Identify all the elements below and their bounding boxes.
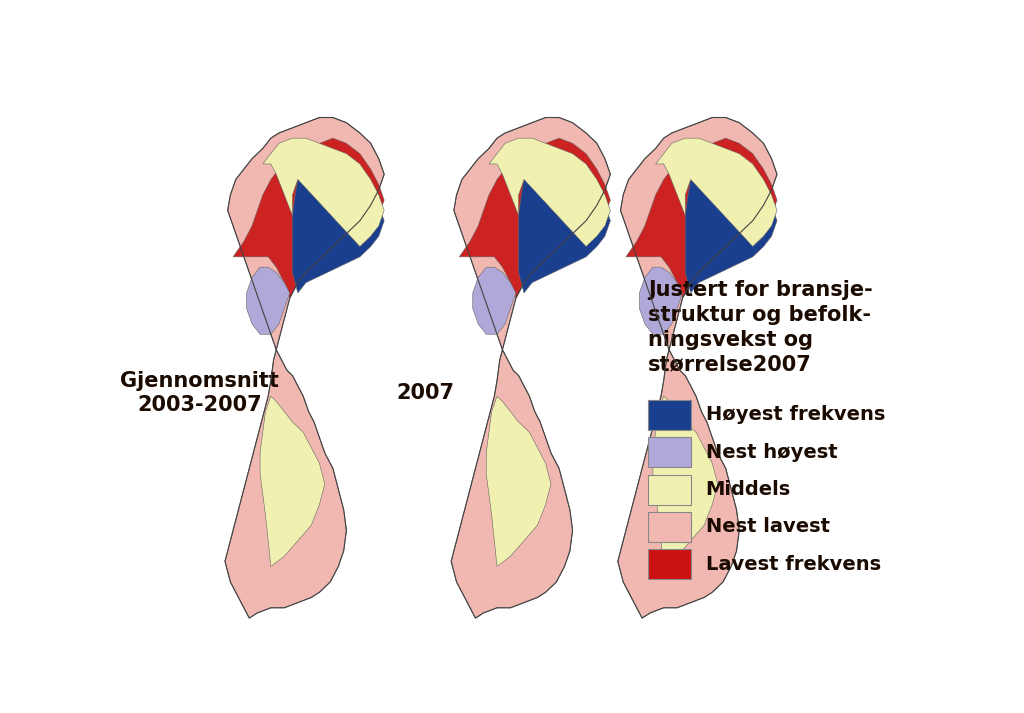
Polygon shape bbox=[260, 396, 325, 567]
Text: 2007: 2007 bbox=[396, 383, 455, 403]
Polygon shape bbox=[653, 396, 718, 567]
Polygon shape bbox=[626, 138, 777, 298]
Polygon shape bbox=[486, 396, 551, 567]
FancyBboxPatch shape bbox=[648, 549, 691, 580]
Polygon shape bbox=[225, 118, 384, 618]
Polygon shape bbox=[655, 138, 777, 247]
FancyBboxPatch shape bbox=[648, 437, 691, 468]
Text: Nest lavest: Nest lavest bbox=[706, 518, 829, 536]
FancyBboxPatch shape bbox=[648, 512, 691, 542]
Text: Lavest frekvens: Lavest frekvens bbox=[706, 555, 881, 574]
Polygon shape bbox=[488, 138, 610, 247]
Text: Høyest frekvens: Høyest frekvens bbox=[706, 406, 885, 424]
Text: Middels: Middels bbox=[706, 480, 791, 499]
Text: Nest høyest: Nest høyest bbox=[706, 443, 838, 462]
Polygon shape bbox=[459, 138, 610, 298]
Polygon shape bbox=[452, 118, 610, 618]
Polygon shape bbox=[518, 159, 610, 293]
Polygon shape bbox=[247, 267, 290, 334]
Polygon shape bbox=[617, 118, 777, 618]
Polygon shape bbox=[263, 138, 384, 247]
Text: Justert for bransje-
struktur og befolk-
ningsvekst og
størrelse2007: Justert for bransje- struktur og befolk-… bbox=[648, 280, 872, 374]
Polygon shape bbox=[233, 138, 384, 298]
Polygon shape bbox=[473, 267, 516, 334]
FancyBboxPatch shape bbox=[648, 475, 691, 505]
Text: Gjennomsnitt
2003-2007: Gjennomsnitt 2003-2007 bbox=[120, 371, 279, 416]
Polygon shape bbox=[639, 267, 683, 334]
Polygon shape bbox=[685, 159, 777, 293]
Polygon shape bbox=[293, 159, 384, 293]
FancyBboxPatch shape bbox=[648, 400, 691, 430]
